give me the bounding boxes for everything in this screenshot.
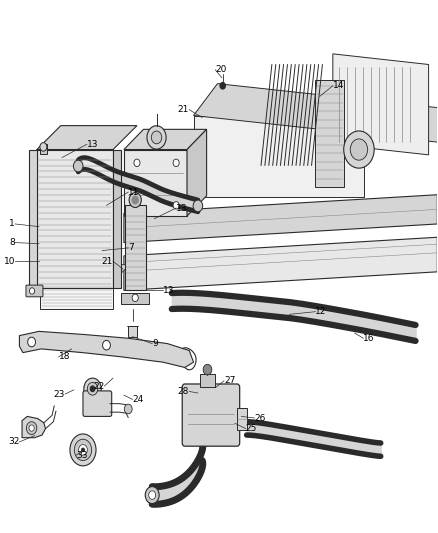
Circle shape <box>173 201 179 209</box>
Text: 25: 25 <box>246 424 257 433</box>
Text: 11: 11 <box>128 188 140 197</box>
Circle shape <box>74 439 92 461</box>
Polygon shape <box>40 281 113 309</box>
Circle shape <box>81 448 84 451</box>
Text: 23: 23 <box>54 390 65 399</box>
Polygon shape <box>194 84 438 142</box>
Circle shape <box>129 192 141 207</box>
Circle shape <box>29 288 35 294</box>
Circle shape <box>90 386 95 391</box>
Circle shape <box>132 196 138 204</box>
Polygon shape <box>124 130 207 150</box>
FancyBboxPatch shape <box>83 391 112 416</box>
Text: 14: 14 <box>333 81 344 90</box>
Circle shape <box>74 160 83 172</box>
Polygon shape <box>19 332 194 368</box>
FancyBboxPatch shape <box>26 285 43 297</box>
Circle shape <box>173 159 179 166</box>
Text: 13: 13 <box>87 140 99 149</box>
Bar <box>315 80 344 187</box>
Circle shape <box>124 404 132 414</box>
Circle shape <box>40 143 47 151</box>
Circle shape <box>79 445 87 455</box>
Bar <box>125 205 146 290</box>
Text: 10: 10 <box>4 257 15 265</box>
Circle shape <box>193 200 203 212</box>
Circle shape <box>344 131 374 168</box>
Circle shape <box>147 126 166 149</box>
Bar <box>40 144 47 154</box>
Polygon shape <box>40 265 130 281</box>
Polygon shape <box>22 416 46 438</box>
Circle shape <box>134 201 140 209</box>
Text: 8: 8 <box>9 238 15 247</box>
Circle shape <box>26 422 37 434</box>
Text: 26: 26 <box>254 414 266 423</box>
Polygon shape <box>124 237 437 290</box>
Circle shape <box>350 139 367 160</box>
Text: 32: 32 <box>8 438 19 447</box>
Text: 33: 33 <box>76 451 88 460</box>
Text: 21: 21 <box>178 105 189 114</box>
Polygon shape <box>194 116 364 197</box>
Polygon shape <box>124 150 187 216</box>
Circle shape <box>151 131 162 144</box>
Circle shape <box>203 365 212 375</box>
Circle shape <box>84 378 101 399</box>
Polygon shape <box>37 126 137 150</box>
Text: 24: 24 <box>133 395 144 404</box>
Text: 7: 7 <box>128 244 134 253</box>
Bar <box>200 374 215 387</box>
Circle shape <box>145 487 159 504</box>
Polygon shape <box>187 130 207 216</box>
Text: 18: 18 <box>59 352 70 361</box>
Text: 20: 20 <box>215 66 227 74</box>
Bar <box>128 326 137 337</box>
Polygon shape <box>124 195 437 243</box>
FancyBboxPatch shape <box>182 384 240 446</box>
Polygon shape <box>113 150 121 288</box>
Circle shape <box>70 434 96 466</box>
Circle shape <box>134 159 140 166</box>
Text: 13: 13 <box>176 204 187 213</box>
Text: 12: 12 <box>315 307 327 316</box>
Text: 9: 9 <box>152 339 158 348</box>
Text: 28: 28 <box>178 387 189 396</box>
Circle shape <box>102 341 110 350</box>
Bar <box>237 408 247 430</box>
Polygon shape <box>37 150 113 288</box>
Text: 13: 13 <box>163 286 175 295</box>
Circle shape <box>220 83 225 89</box>
Circle shape <box>149 491 155 499</box>
Circle shape <box>87 382 98 395</box>
Text: 16: 16 <box>363 334 375 343</box>
Text: 1: 1 <box>9 220 15 229</box>
Polygon shape <box>333 54 429 155</box>
Bar <box>121 293 149 304</box>
Polygon shape <box>29 150 37 288</box>
Text: 27: 27 <box>224 376 235 385</box>
Circle shape <box>28 337 35 347</box>
Circle shape <box>132 294 138 302</box>
Text: 21: 21 <box>102 257 113 265</box>
Circle shape <box>29 425 34 431</box>
Text: 22: 22 <box>93 382 104 391</box>
